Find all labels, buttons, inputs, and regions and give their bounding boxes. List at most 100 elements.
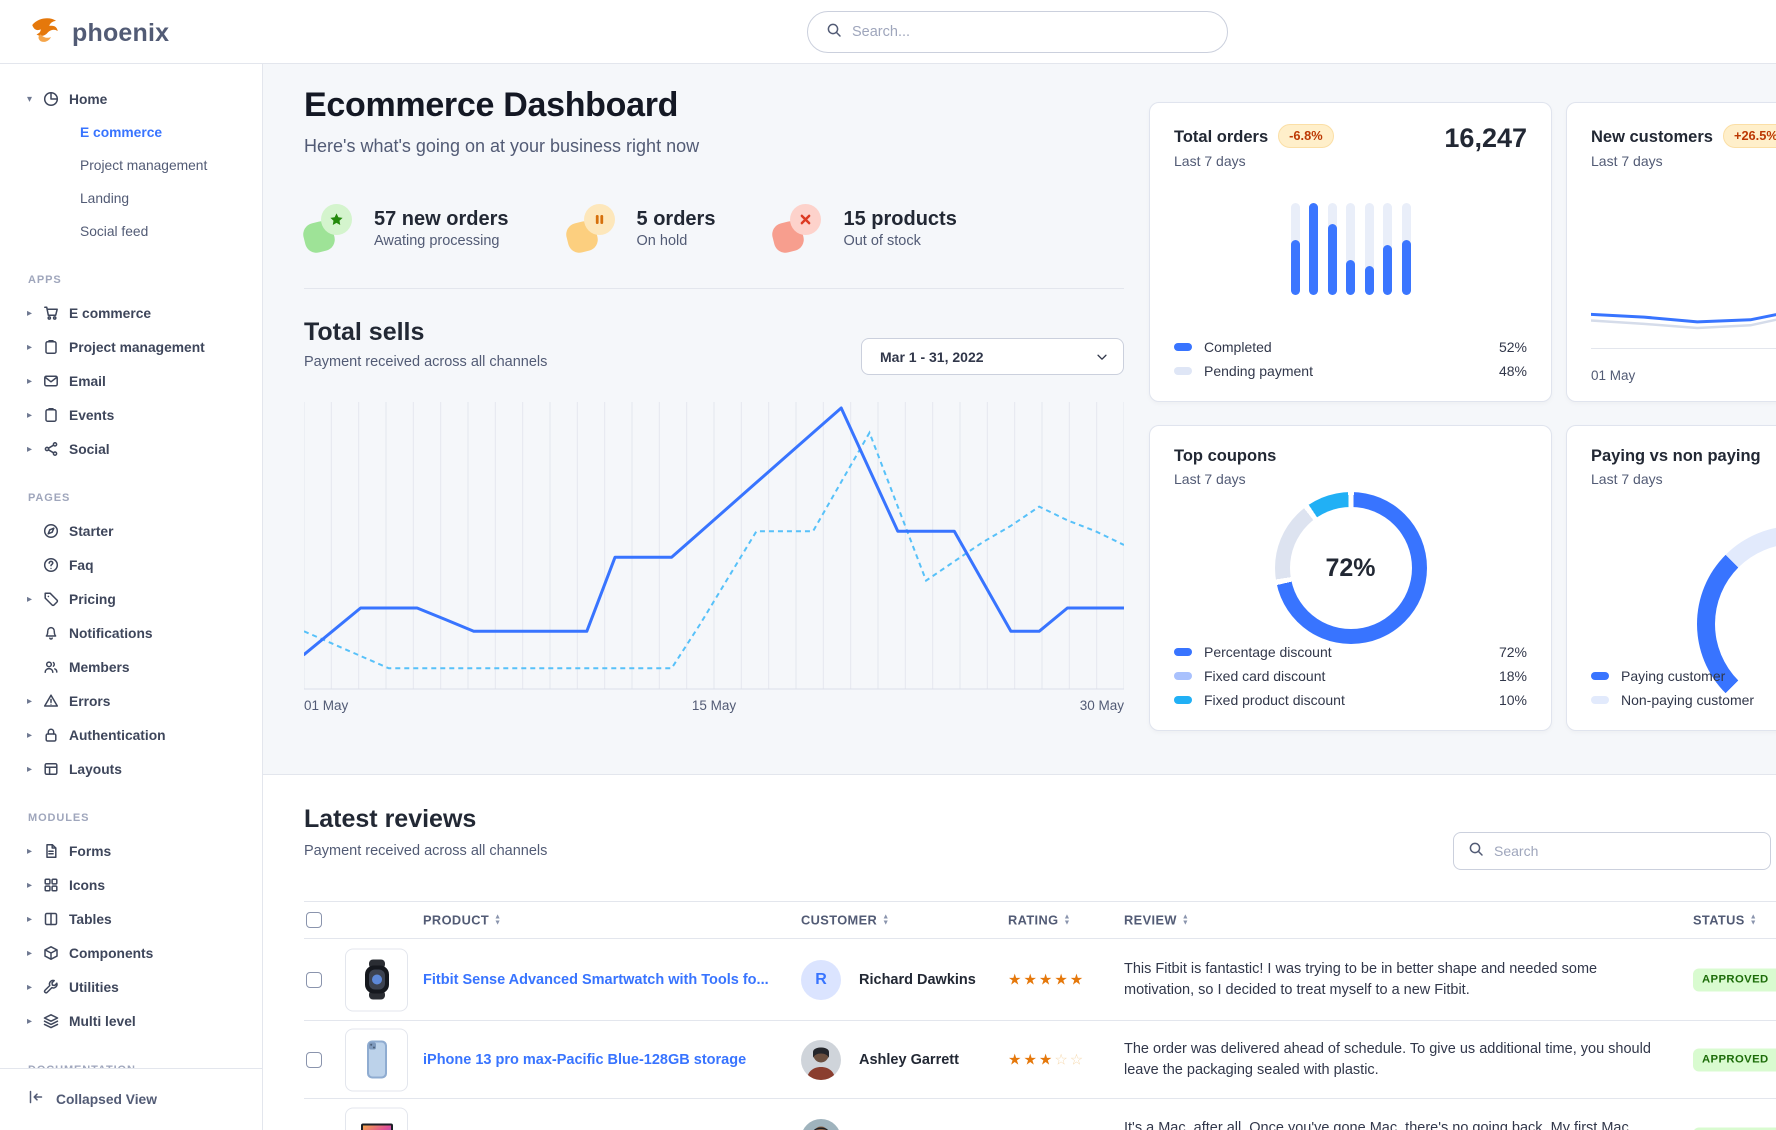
- legend-item: Completed 52%: [1174, 335, 1527, 359]
- sort-icon: ▲ ▼: [1063, 913, 1071, 926]
- chevron-right-icon: ▸: [27, 593, 33, 605]
- coupons-donut-chart: 72%: [1274, 492, 1427, 644]
- help-icon: [43, 557, 59, 573]
- product-link[interactable]: Fitbit Sense Advanced Smartwatch with To…: [423, 971, 769, 988]
- layout-icon: [43, 761, 59, 777]
- divider: [304, 288, 1124, 289]
- sidebar-item-starter[interactable]: Starter: [0, 514, 262, 548]
- column-header-customer[interactable]: CUSTOMER ▲ ▼: [801, 912, 890, 928]
- cart-icon: [43, 305, 59, 321]
- chevron-right-icon: ▸: [27, 341, 33, 353]
- legend-item: Pending payment 48%: [1174, 359, 1527, 383]
- new-customers-card: New customers +26.5% Last 7 days 01 May: [1566, 102, 1776, 402]
- sidebar-item-tables[interactable]: ▸ Tables: [27, 911, 112, 927]
- box-icon: [43, 945, 59, 961]
- page-title: Ecommerce Dashboard: [304, 86, 679, 124]
- layers-icon: [43, 1013, 59, 1029]
- sort-icon: ▲ ▼: [882, 913, 890, 926]
- sidebar-home-children: E commerce Project management Landing Socia…: [0, 116, 262, 248]
- sidebar-item-layouts[interactable]: ▸ Layouts: [27, 761, 122, 777]
- order-bar: [1346, 203, 1355, 295]
- sidebar-item-events[interactable]: ▸ Events: [27, 407, 115, 423]
- top-navbar: phoenix: [0, 0, 1776, 64]
- sidebar-item-members[interactable]: Members: [0, 650, 262, 684]
- reviews-subtitle: Payment received across all channels: [304, 843, 548, 859]
- sidebar-section-label: MODULES: [28, 812, 90, 824]
- sidebar-subitem-e-commerce[interactable]: E commerce: [80, 125, 163, 140]
- axis-line: [1591, 348, 1776, 349]
- sidebar-item-pricing[interactable]: ▸ Pricing: [27, 591, 116, 607]
- date-range-select[interactable]: Mar 1 - 31, 2022: [861, 338, 1124, 375]
- table-header: PRODUCT ▲ ▼ CUSTOMER ▲ ▼ RATING ▲ ▼ REVIEW ▲ ▼ S…: [304, 901, 1776, 939]
- order-bar: [1309, 203, 1318, 295]
- card-title: Total orders: [1174, 128, 1269, 146]
- collapse-icon: [28, 1089, 44, 1110]
- sidebar-item-social[interactable]: ▸ Social: [27, 441, 110, 457]
- columns-icon: [43, 911, 59, 927]
- sidebar-subitem-social-feed[interactable]: Social feed: [80, 224, 149, 239]
- stats-row: 57 new orders Awating processing 5 orders O…: [300, 204, 957, 256]
- sidebar-item-utilities[interactable]: ▸ Utilities: [27, 979, 119, 995]
- sidebar-item-multi-level[interactable]: ▸ Multi level: [27, 1013, 136, 1029]
- sidebar-item-home[interactable]: ▾ Home: [0, 82, 262, 116]
- row-checkbox[interactable]: [306, 1051, 322, 1068]
- legend-item: Paying customer: [1591, 664, 1776, 688]
- mail-icon: [43, 373, 59, 389]
- sidebar-item-notifications[interactable]: Notifications: [0, 616, 262, 650]
- card-title: Top coupons: [1174, 447, 1277, 465]
- chevron-right-icon: ▸: [27, 913, 33, 925]
- latest-reviews-section: Latest reviews Payment received across a…: [263, 774, 1776, 1130]
- sidebar-item-faq[interactable]: Faq: [0, 548, 262, 582]
- order-bar: [1401, 203, 1411, 295]
- new-customers-chart: [1589, 271, 1776, 356]
- review-table-row: Fitbit Sense Advanced Smartwatch with To…: [304, 939, 1776, 1021]
- sidebar-item-icons[interactable]: ▸ Icons: [27, 877, 106, 893]
- phoenix-logo[interactable]: phoenix: [28, 14, 169, 53]
- order-bar: [1327, 203, 1337, 295]
- total-orders-card: Total orders -6.8% Last 7 days 16,247 Com…: [1149, 102, 1552, 402]
- search-icon: [1468, 841, 1484, 862]
- select-all-checkbox[interactable]: [306, 912, 322, 928]
- sidebar-item-e-commerce[interactable]: ▸ E commerce: [27, 305, 152, 321]
- reviews-search-input[interactable]: [1494, 843, 1756, 859]
- sidebar-item-email[interactable]: ▸ Email: [27, 373, 106, 389]
- column-header-rating[interactable]: RATING ▲ ▼: [1008, 912, 1071, 928]
- rating-stars: ★★★☆☆: [1008, 1051, 1086, 1068]
- card-period: Last 7 days: [1174, 153, 1246, 169]
- sidebar-subitem-landing[interactable]: Landing: [80, 191, 130, 206]
- product-image[interactable]: [345, 1107, 408, 1130]
- total-sells-title: Total sells: [304, 318, 425, 346]
- order-bar: [1290, 203, 1300, 295]
- tag-icon: [43, 591, 59, 607]
- chevron-right-icon: ▸: [27, 845, 33, 857]
- sidebar-subitem-project-management[interactable]: Project management: [80, 158, 208, 173]
- product-image[interactable]: [345, 948, 408, 1011]
- pie-chart-icon: [43, 91, 59, 107]
- phoenix-logo-icon: [28, 14, 62, 53]
- users-icon: [43, 659, 59, 675]
- grid-icon: [43, 877, 59, 893]
- legend-item: Non-paying customer: [1591, 688, 1776, 712]
- row-checkbox[interactable]: [306, 971, 322, 988]
- column-header-review[interactable]: REVIEW ▲ ▼: [1124, 912, 1190, 928]
- clipboard-icon: [43, 407, 59, 423]
- status-badge: APPROVED ✓: [1693, 1127, 1776, 1130]
- global-search-input[interactable]: [852, 24, 1209, 40]
- review-text: The order was delivered ahead of schedul…: [1124, 1040, 1651, 1078]
- total-orders-value: 16,247: [1444, 123, 1527, 153]
- column-header-product[interactable]: PRODUCT ▲ ▼: [423, 912, 502, 928]
- collapse-sidebar-button[interactable]: Collapsed View: [0, 1068, 262, 1130]
- column-header-status[interactable]: STATUS ▲ ▼: [1693, 912, 1758, 928]
- sidebar-item-errors[interactable]: ▸ Errors: [27, 693, 111, 709]
- search-icon: [826, 22, 842, 43]
- change-badge: +26.5%: [1722, 124, 1776, 148]
- orders-legend: Completed 52% Pending payment 48%: [1174, 335, 1527, 383]
- product-link[interactable]: iPhone 13 pro max-Pacific Blue-128GB sto…: [423, 1051, 747, 1068]
- sidebar-item-components[interactable]: ▸ Components: [27, 945, 154, 961]
- review-text: It's a Mac, after all. Once you've gone …: [1124, 1119, 1629, 1130]
- sidebar-item-forms[interactable]: ▸ Forms: [27, 843, 112, 859]
- sidebar-item-project-management[interactable]: ▸ Project management: [27, 339, 205, 355]
- product-image[interactable]: [345, 1028, 408, 1091]
- sidebar-item-authentication[interactable]: ▸ Authentication: [27, 727, 166, 743]
